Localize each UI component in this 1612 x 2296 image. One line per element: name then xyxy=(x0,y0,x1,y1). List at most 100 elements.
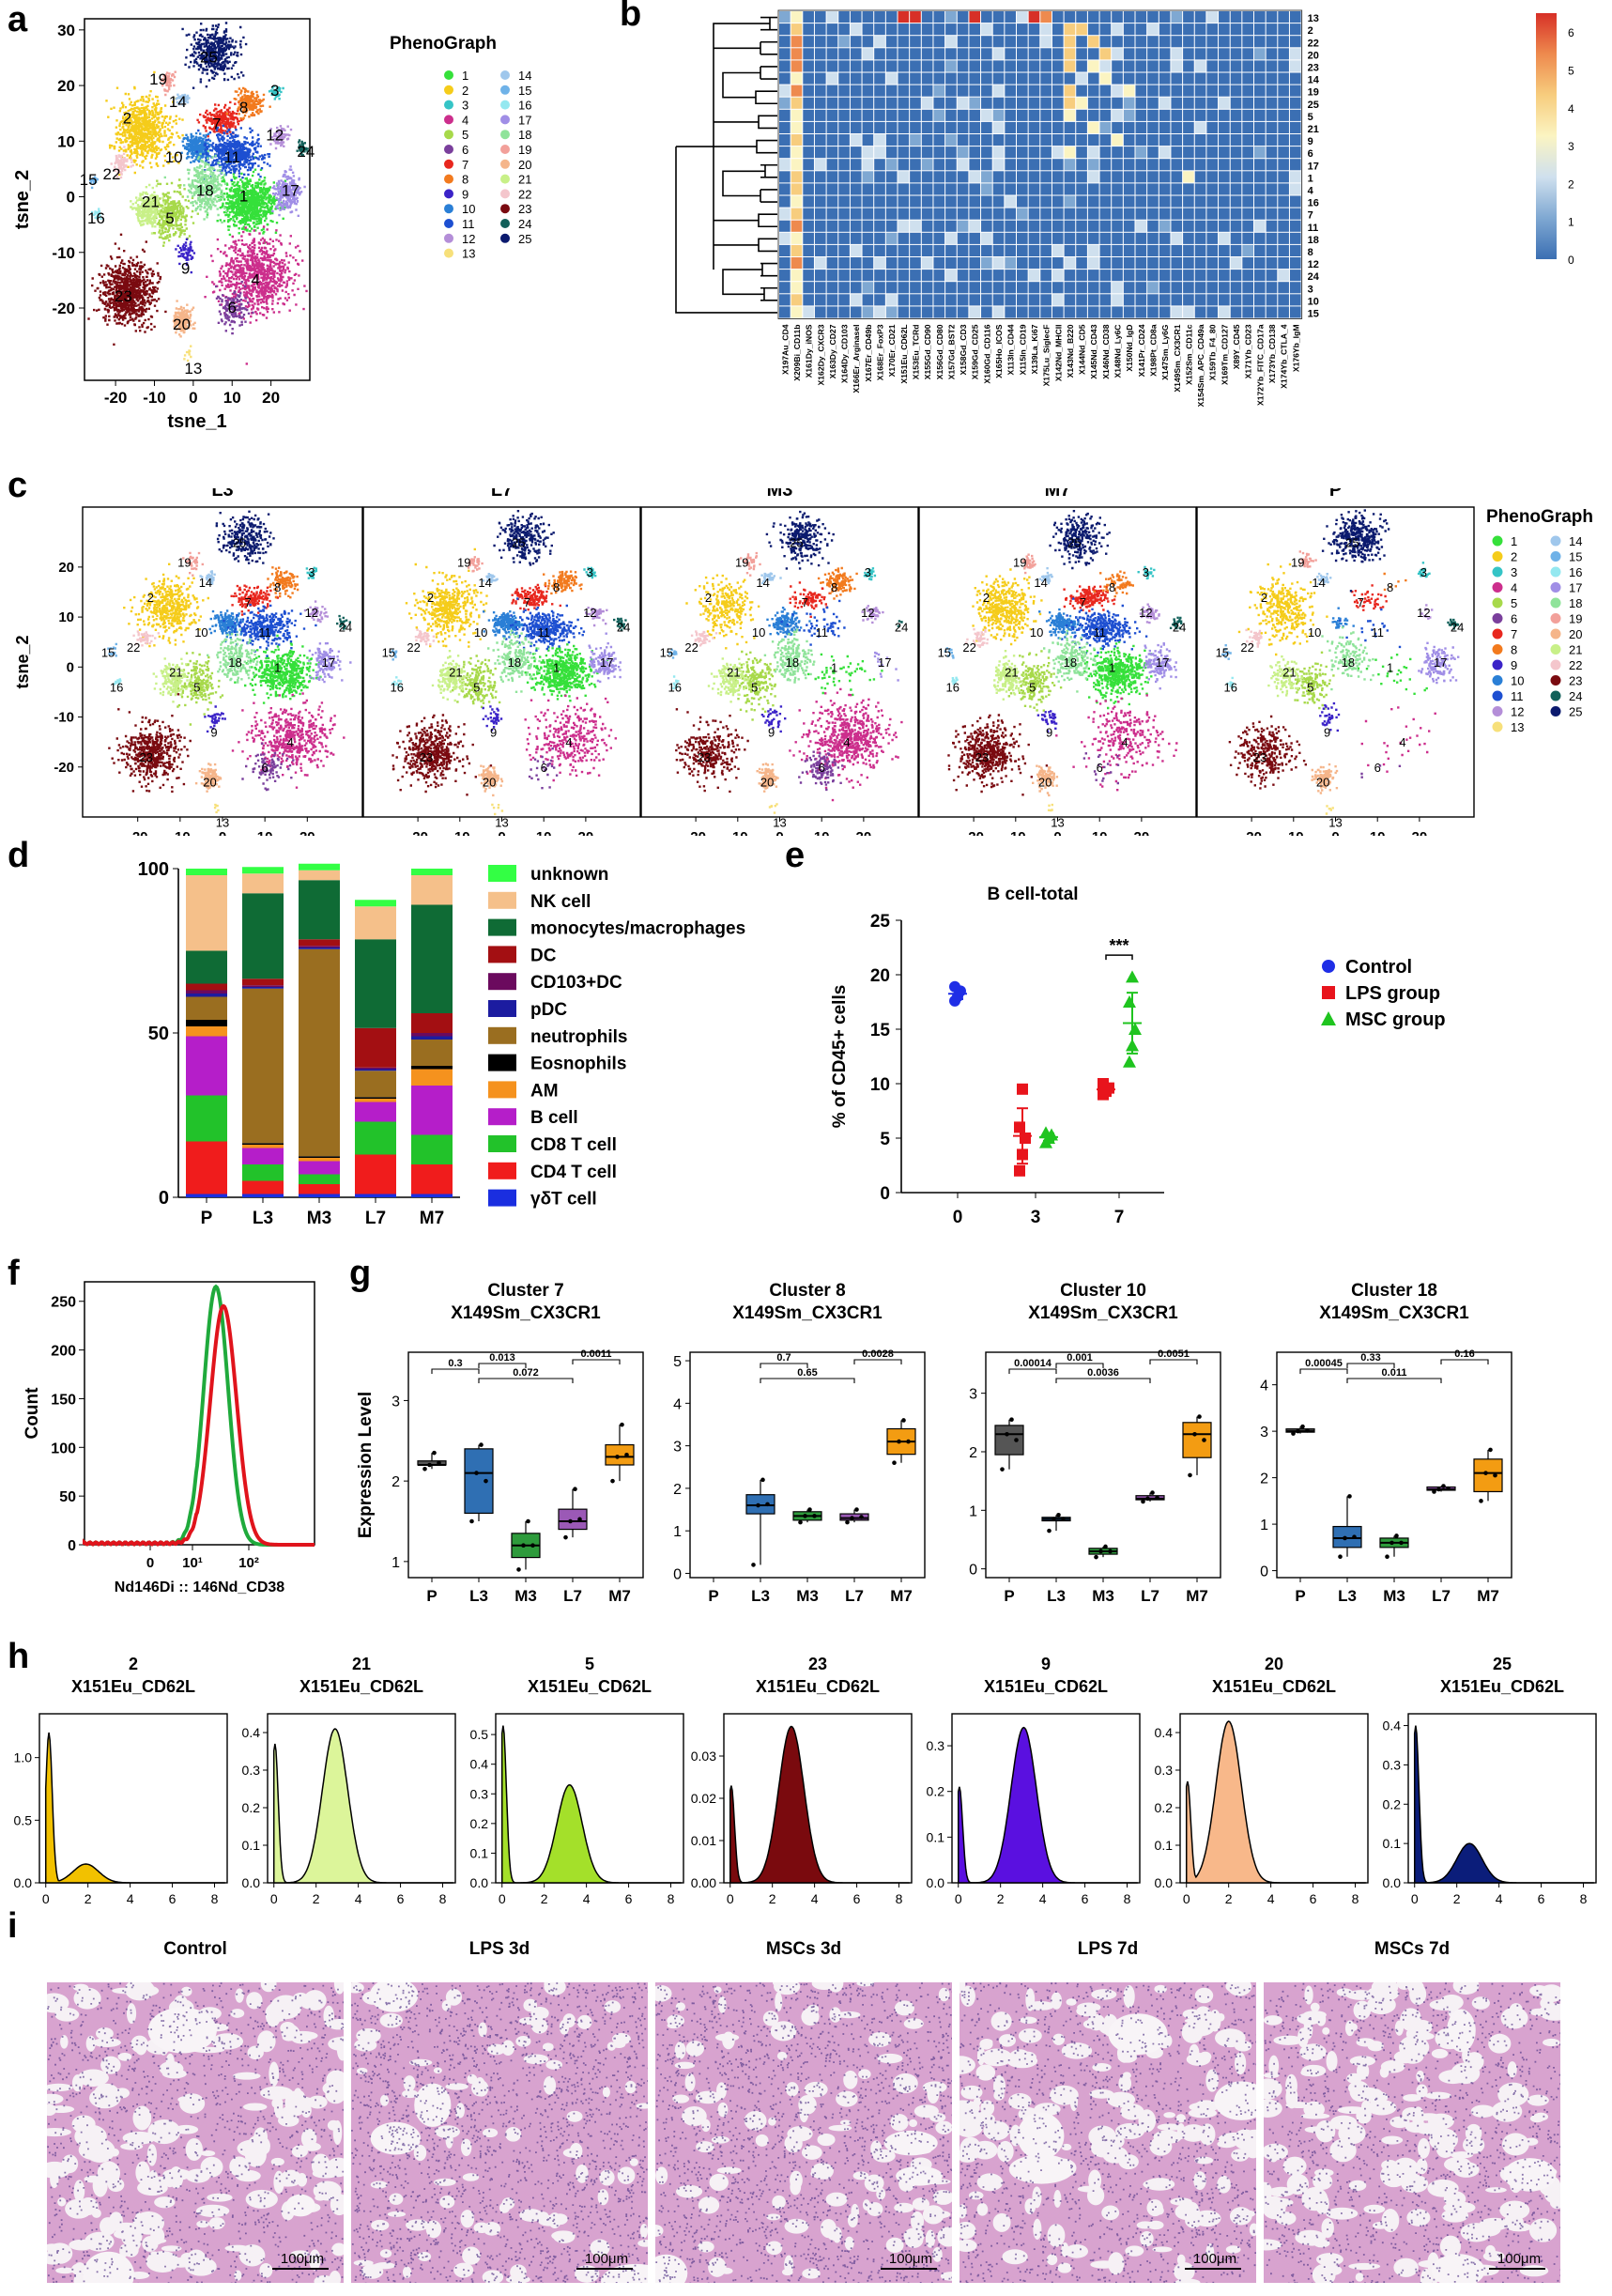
heatmap-cell xyxy=(910,48,921,60)
heatmap-cell xyxy=(1123,306,1135,318)
heatmap-cell xyxy=(981,134,992,146)
heatmap-cell xyxy=(1230,294,1242,306)
x-tick-label: 0 xyxy=(1183,1891,1190,1906)
heatmap-cell xyxy=(779,134,791,146)
legend-dot-20 xyxy=(1550,628,1561,639)
alveolus xyxy=(1543,2038,1560,2047)
heatmap-cell xyxy=(1219,294,1230,306)
heatmap-cell xyxy=(791,195,803,208)
cluster-3-points xyxy=(863,567,877,581)
alveolus xyxy=(73,2180,85,2202)
legend-swatch xyxy=(488,918,516,936)
alveolus xyxy=(755,2134,769,2147)
heatmap-cell xyxy=(885,195,898,208)
density-cluster-title: 25 xyxy=(1493,1655,1512,1673)
panel-label-f: f xyxy=(8,1254,20,1293)
heatmap-cell xyxy=(1017,171,1028,183)
cluster-label-13: 13 xyxy=(1328,815,1342,829)
heatmap-cell xyxy=(1099,146,1112,159)
heatmap-cell xyxy=(1040,294,1052,306)
y-tick-label: 0.00 xyxy=(691,1875,716,1890)
heatmap-cell xyxy=(981,109,992,121)
alveolus xyxy=(47,1993,69,2013)
heatmap-cell xyxy=(791,244,803,256)
heatmap-cell xyxy=(791,257,803,270)
heatmap-cell xyxy=(1005,134,1016,146)
heatmap-cell xyxy=(1147,282,1159,294)
alveolus xyxy=(1381,2209,1400,2233)
heatmap-cell xyxy=(957,72,969,85)
heatmap-cell xyxy=(1278,195,1289,208)
alveolus xyxy=(604,2000,622,2013)
alveolus xyxy=(960,2085,983,2100)
alveolus xyxy=(1301,2187,1328,2211)
alveolus xyxy=(885,2237,904,2254)
heatmap-cell xyxy=(1017,183,1028,195)
heatmap-cell xyxy=(874,171,885,183)
alveolus xyxy=(1355,2273,1364,2282)
cluster-label-14: 14 xyxy=(478,576,491,590)
heatmap-cell xyxy=(898,306,910,318)
data-point xyxy=(624,1452,629,1457)
heatmap-cell xyxy=(1171,121,1183,133)
heatmap-cell xyxy=(1135,232,1147,244)
heatmap-cell xyxy=(1099,244,1112,256)
heatmap-cell xyxy=(826,220,838,232)
heatmap-cell xyxy=(1147,306,1159,318)
y-tick-label: 0 xyxy=(67,659,74,675)
y-tick-label: 0.02 xyxy=(691,1791,716,1806)
cluster-label-22: 22 xyxy=(684,640,698,655)
alveolus xyxy=(1336,1988,1353,1997)
heatmap-cell xyxy=(862,159,874,171)
bar-segment xyxy=(186,869,227,875)
cluster-label-8: 8 xyxy=(553,580,560,594)
heatmap-cell xyxy=(1230,282,1242,294)
heatmap-cell xyxy=(1099,121,1112,133)
heatmap-cell xyxy=(1017,244,1028,256)
legend-dot-12 xyxy=(1492,706,1503,717)
heatmap-col-label: X163Dy_CD27 xyxy=(828,324,837,378)
heatmap-cell xyxy=(874,23,885,36)
heatmap-cell xyxy=(1112,220,1123,232)
heatmap-cell xyxy=(1289,109,1301,121)
heatmap-cell xyxy=(850,244,862,256)
legend-label-20: 20 xyxy=(518,158,531,172)
heatmap-cell xyxy=(1064,171,1076,183)
cluster-21-points xyxy=(130,183,168,235)
alveolus xyxy=(154,2196,176,2209)
cluster-5-points xyxy=(732,650,776,721)
alveolus xyxy=(482,2270,504,2283)
legend-label-25: 25 xyxy=(518,232,531,246)
cluster-5-points xyxy=(1288,651,1335,710)
legend-title: PhenoGraph xyxy=(1486,507,1593,527)
heatmap-cell xyxy=(1112,146,1123,159)
heatmap-cell xyxy=(898,72,910,85)
alveolus xyxy=(1405,2121,1429,2134)
alveolus xyxy=(280,2169,302,2187)
alveolus xyxy=(1322,2026,1330,2035)
heatmap-cell xyxy=(1183,48,1194,60)
cluster-label-14: 14 xyxy=(1034,576,1047,590)
heatmap-cell xyxy=(1017,294,1028,306)
cluster-label-9: 9 xyxy=(1046,726,1052,740)
x-tick-label: 8 xyxy=(211,1891,219,1906)
heatmap-cell xyxy=(921,72,933,85)
alveolus xyxy=(1470,2104,1496,2119)
cluster-label-17: 17 xyxy=(1156,655,1169,670)
heatmap-cell xyxy=(779,121,791,133)
heatmap-cell xyxy=(814,171,826,183)
y-tick-label: 2 xyxy=(673,1482,682,1498)
data-point xyxy=(1014,1121,1025,1133)
heatmap-cell xyxy=(1135,294,1147,306)
alveolus xyxy=(784,2134,803,2153)
heatmap-cell xyxy=(1087,220,1099,232)
heatmap-cell xyxy=(945,220,957,232)
cluster-4-points xyxy=(204,225,308,365)
heatmap-cell xyxy=(933,232,945,244)
heatmap-cell xyxy=(1242,270,1253,282)
heatmap-cell xyxy=(862,97,874,109)
legend-swatch xyxy=(488,1081,516,1099)
legend-title: PhenoGraph xyxy=(390,34,497,54)
heatmap-cell xyxy=(957,257,969,270)
cluster-label-7: 7 xyxy=(212,116,221,133)
